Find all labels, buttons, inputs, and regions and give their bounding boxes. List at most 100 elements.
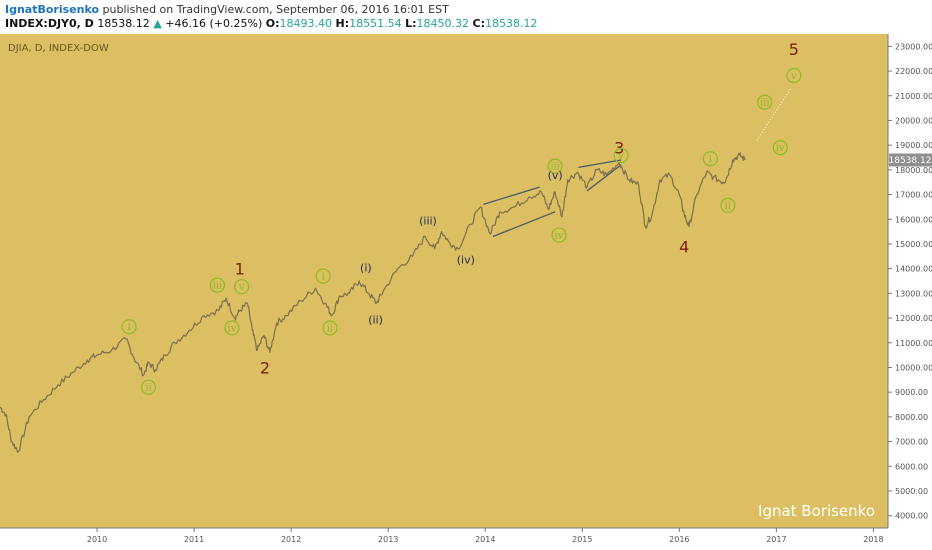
- time-tick-label: 2015: [572, 535, 592, 544]
- open-label: O:: [265, 17, 280, 30]
- wave-label-minor: iv: [224, 320, 240, 336]
- instrument-label: DJIA, D, INDEX-DOW: [8, 43, 109, 54]
- wave-label-minor: iv: [772, 140, 788, 156]
- wave-label-major: 5: [789, 40, 799, 59]
- up-arrow-icon: ▲: [153, 17, 162, 30]
- wave-label-minor: i: [315, 268, 331, 284]
- wave-label-minor: v: [613, 147, 629, 164]
- price-tick-label: 17000.00: [895, 191, 932, 200]
- wave-label-minor: ii: [322, 320, 338, 336]
- price-tick-label: 18000.00: [895, 166, 932, 175]
- wave-label-text: ii: [725, 201, 731, 212]
- price-axis-area[interactable]: [888, 34, 932, 528]
- price-tick-label: 20000.00: [895, 116, 932, 125]
- wave-label-text: v: [790, 71, 797, 82]
- publish-line: IgnatBorisenko published on TradingView.…: [5, 3, 449, 16]
- wave-label-text: iv: [228, 323, 237, 334]
- price-tick-label: 10000.00: [895, 363, 932, 372]
- chart-header: IgnatBorisenko published on TradingView.…: [0, 0, 932, 34]
- price-tick-label: 15000.00: [895, 240, 932, 249]
- trendlines: [483, 159, 622, 238]
- wave-label-text: i: [127, 322, 130, 333]
- wave-label-minor: iii: [209, 277, 225, 293]
- trendline: [492, 211, 556, 238]
- plot-area[interactable]: [0, 34, 888, 528]
- low-label: L:: [405, 17, 417, 30]
- watermark: Ignat Borisenko: [758, 502, 875, 520]
- time-axis-area[interactable]: [0, 528, 932, 550]
- price-tick-label: 4000.00: [895, 512, 928, 521]
- wave-label-text: i: [709, 154, 712, 165]
- price-tick-label: 22000.00: [895, 67, 932, 76]
- wave-label-text: v: [617, 151, 624, 162]
- wave-label-text: i: [322, 272, 325, 283]
- wave-label-text: iv: [776, 143, 785, 154]
- wave-label-intermediate: (i): [360, 261, 372, 274]
- symbol-label[interactable]: INDEX:DJY0, D: [5, 17, 94, 30]
- wave-circle: [772, 140, 788, 156]
- wave-label-text: iii: [760, 98, 770, 109]
- author-link[interactable]: IgnatBorisenko: [5, 3, 100, 16]
- time-axis-ticks: 2010 2011 2012 2013 2014 2015 2016 2017 2018: [87, 528, 884, 544]
- wave-circle: [786, 67, 802, 84]
- close-value: 18538.12: [485, 17, 538, 30]
- price-chart[interactable]: DJIA, D, INDEX-DOW 4000.00 5000.00 6000.00…: [0, 34, 932, 550]
- wave-circle: [315, 268, 331, 284]
- last-price-label: 18538.12: [889, 156, 932, 166]
- wave-circle: [121, 319, 137, 335]
- wave-label-major: 2: [260, 358, 270, 377]
- price-tick-label: 19000.00: [895, 141, 932, 150]
- wave-label-text: iii: [213, 281, 223, 292]
- wave-label-text: v: [238, 282, 245, 293]
- high-value: 18551.54: [349, 17, 402, 30]
- last-price: 18538.12: [97, 17, 150, 30]
- time-tick-label: 2017: [766, 535, 786, 544]
- price-line: [0, 152, 746, 453]
- low-value: 18450.32: [416, 17, 470, 30]
- trendline: [483, 186, 540, 206]
- price-tick-label: 7000.00: [895, 438, 928, 447]
- wave-label-minor: i: [121, 319, 137, 335]
- time-tick-label: 2010: [87, 535, 107, 544]
- wave-circle: [209, 277, 225, 293]
- close-label: C:: [472, 17, 485, 30]
- price-tick-label: 23000.00: [895, 42, 932, 51]
- high-label: H:: [335, 17, 350, 30]
- price-tick-label: 13000.00: [895, 289, 932, 298]
- wave-label-major: 1: [235, 260, 245, 279]
- price-tick-label: 6000.00: [895, 462, 928, 471]
- time-tick-label: 2014: [475, 535, 495, 544]
- time-tick-label: 2016: [669, 535, 689, 544]
- wave-circle: [551, 227, 567, 243]
- wave-circle: [234, 279, 250, 295]
- time-tick-label: 2012: [281, 535, 301, 544]
- wave-label-minor: ii: [720, 197, 736, 214]
- time-tick-label: 2018: [863, 535, 883, 544]
- price-axis-ticks: 4000.00 5000.00 6000.00 7000.00 8000.00 9000.…: [888, 42, 932, 521]
- wave-circle: [322, 320, 338, 336]
- price-tick-label: 16000.00: [895, 215, 932, 224]
- wave-circle: [547, 158, 563, 174]
- ohlc-line: INDEX:DJY0, D 18538.12 ▲ +46.16 (+0.25%)…: [5, 17, 538, 30]
- price-tick-label: 14000.00: [895, 265, 932, 274]
- price-tick-label: 8000.00: [895, 413, 928, 422]
- wave-circle: [720, 197, 736, 214]
- trendline: [578, 159, 622, 169]
- wave-circle: [757, 94, 773, 110]
- wave-label-intermediate: (iii): [419, 214, 437, 227]
- wave-label-intermediate: (v): [548, 169, 563, 182]
- price-change: +46.16 (+0.25%): [165, 17, 263, 30]
- last-price-badge: 18538.12: [889, 153, 932, 167]
- price-tick-label: 5000.00: [895, 487, 928, 496]
- wave-label-minor: v: [786, 67, 802, 84]
- wave-label-text: iii: [550, 162, 560, 173]
- wave-label-minor: iii: [547, 158, 563, 174]
- trendline: [586, 164, 622, 192]
- wave-label-intermediate: (iv): [457, 254, 475, 267]
- time-tick-label: 2011: [184, 535, 204, 544]
- wave-label-text: iv: [555, 231, 564, 242]
- wave-label-major: 3: [614, 139, 624, 158]
- price-tick-label: 21000.00: [895, 92, 932, 101]
- wave-label-minor: i: [702, 151, 719, 167]
- wave-circle: [224, 320, 240, 336]
